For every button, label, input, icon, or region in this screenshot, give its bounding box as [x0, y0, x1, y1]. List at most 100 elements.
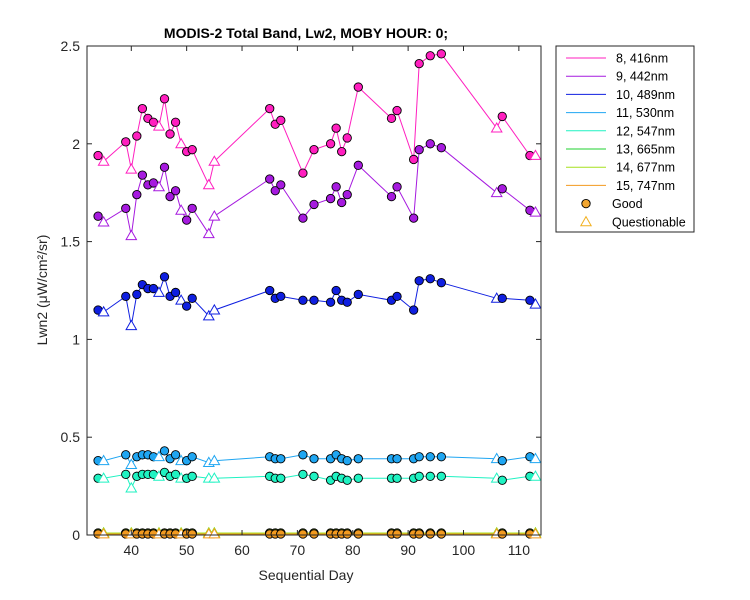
data-point: [425, 471, 435, 481]
data-point: [137, 170, 148, 180]
data-point: [270, 186, 280, 196]
data-point: [309, 471, 319, 481]
data-point: [309, 199, 319, 210]
series-2: [93, 272, 542, 331]
data-point: [159, 272, 170, 282]
data-point: [337, 146, 347, 157]
x-tick-label: 70: [290, 542, 306, 558]
data-point: [298, 213, 308, 223]
data-point: [276, 180, 286, 190]
data-point: [325, 139, 336, 149]
data-point: [342, 456, 352, 466]
data-point-questionable: [97, 454, 110, 466]
data-point-questionable: [529, 527, 542, 539]
data-point: [414, 145, 424, 155]
data-point-questionable: [125, 163, 138, 174]
legend-label: 11, 530nm: [616, 106, 674, 120]
data-point: [497, 293, 507, 303]
legend-label: 14, 677nm: [616, 161, 675, 175]
data-point: [525, 295, 535, 305]
x-tick-label: 50: [179, 542, 195, 558]
data-point: [331, 182, 341, 192]
chart-title: MODIS-2 Total Band, Lw2, MOBY HOUR: 0;: [164, 25, 448, 41]
data-point: [159, 162, 170, 172]
x-tick-label: 80: [345, 542, 361, 558]
data-point: [298, 469, 308, 480]
x-tick-label: 90: [400, 542, 416, 558]
data-point: [121, 291, 131, 302]
data-point: [337, 197, 347, 208]
data-point: [436, 49, 446, 59]
y-tick-label: 0: [72, 527, 80, 543]
data-point: [414, 529, 424, 539]
data-point: [414, 471, 424, 481]
data-point: [353, 160, 363, 170]
x-tick-label: 110: [508, 542, 531, 558]
data-point-questionable: [97, 155, 110, 166]
data-point-questionable: [202, 178, 215, 190]
x-tick-label: 100: [452, 542, 476, 558]
data-point: [497, 184, 507, 194]
data-point: [436, 143, 446, 153]
data-point: [276, 473, 286, 483]
data-point: [132, 289, 142, 300]
legend-box: [555, 45, 695, 233]
data-point: [436, 278, 446, 288]
data-point-questionable: [529, 206, 542, 217]
data-point-questionable: [208, 472, 221, 483]
series-4: [93, 467, 542, 493]
data-point: [187, 471, 197, 481]
data-point: [276, 115, 286, 125]
data-point: [265, 285, 275, 296]
data-point-questionable: [202, 227, 215, 239]
y-axis-label: Lwn2 (μW/cm²/sr): [34, 235, 50, 346]
data-point: [132, 131, 142, 141]
data-point: [392, 182, 402, 192]
data-point: [170, 287, 181, 298]
series-1: [93, 139, 542, 241]
data-point: [298, 450, 308, 460]
data-point: [342, 297, 352, 307]
data-point: [148, 178, 159, 188]
data-point: [425, 452, 435, 462]
data-point: [392, 529, 402, 539]
data-point: [342, 475, 352, 485]
data-point: [309, 529, 319, 539]
data-point: [121, 203, 131, 213]
data-point: [425, 529, 435, 539]
data-point-questionable: [208, 454, 221, 466]
data-point: [187, 452, 197, 462]
data-point: [159, 94, 170, 104]
data-point-questionable: [175, 137, 188, 149]
data-point-questionable: [125, 229, 138, 241]
data-point-questionable: [125, 458, 138, 469]
legend-label: 12, 547nm: [616, 124, 675, 138]
data-point: [386, 191, 397, 202]
data-layer: [93, 49, 542, 539]
data-point-questionable: [529, 149, 542, 160]
data-point-questionable: [175, 204, 188, 215]
data-point: [392, 291, 402, 302]
data-point: [137, 103, 148, 114]
data-point-questionable: [97, 527, 110, 539]
data-point-questionable: [97, 305, 110, 317]
legend-label: 13, 665nm: [616, 143, 675, 157]
x-axis-label: Sequential Day: [259, 567, 354, 583]
data-point: [298, 529, 308, 539]
legend-label: Questionable: [612, 215, 686, 229]
data-point: [309, 454, 319, 464]
data-point-questionable: [175, 294, 188, 305]
series-3: [93, 446, 542, 469]
data-point: [165, 191, 175, 202]
y-tick-label: 0.5: [61, 429, 81, 445]
data-point-questionable: [529, 470, 542, 481]
data-point: [392, 473, 402, 483]
data-point: [497, 529, 507, 539]
y-tick-label: 2.5: [61, 38, 81, 54]
data-point: [93, 150, 103, 161]
data-point-questionable: [152, 286, 166, 297]
data-point: [182, 301, 192, 311]
data-point: [331, 285, 341, 296]
data-point: [309, 295, 319, 305]
